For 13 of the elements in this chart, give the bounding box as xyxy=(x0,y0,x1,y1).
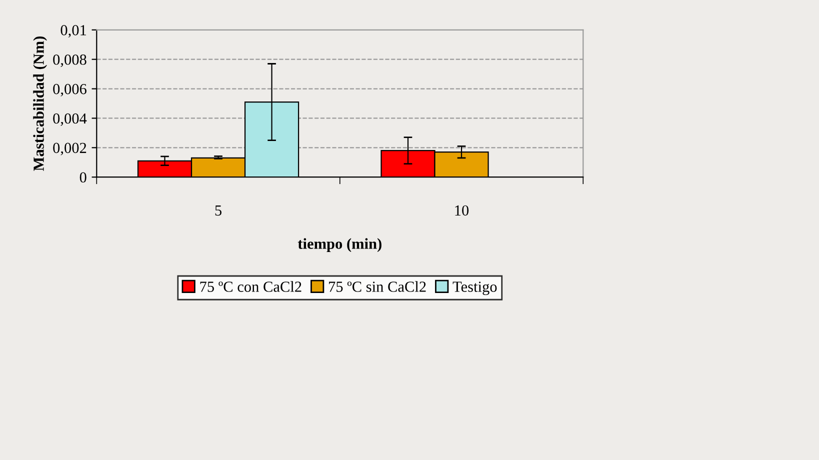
y-axis-title: Masticabilidad (Nm) xyxy=(33,36,47,171)
y-tick-label: 0,01 xyxy=(60,25,86,38)
y-tick-label: 0,002 xyxy=(53,142,86,156)
legend-label: Testigo xyxy=(452,282,497,296)
x-tick-label: 5 xyxy=(215,205,222,216)
y-tick-label: 0,006 xyxy=(53,84,86,96)
y-tick-label: 0,004 xyxy=(53,113,87,126)
x-axis-title: tiempo (min) xyxy=(298,238,382,252)
legend-label: 75 ºC sin CaCl2 xyxy=(329,281,426,292)
x-tick-label: 10 xyxy=(455,205,469,216)
legend-label: 75 ºC con CaCl2 xyxy=(200,281,302,292)
y-tick-label: 0,008 xyxy=(53,54,86,67)
y-tick-label: 0 xyxy=(80,172,86,183)
